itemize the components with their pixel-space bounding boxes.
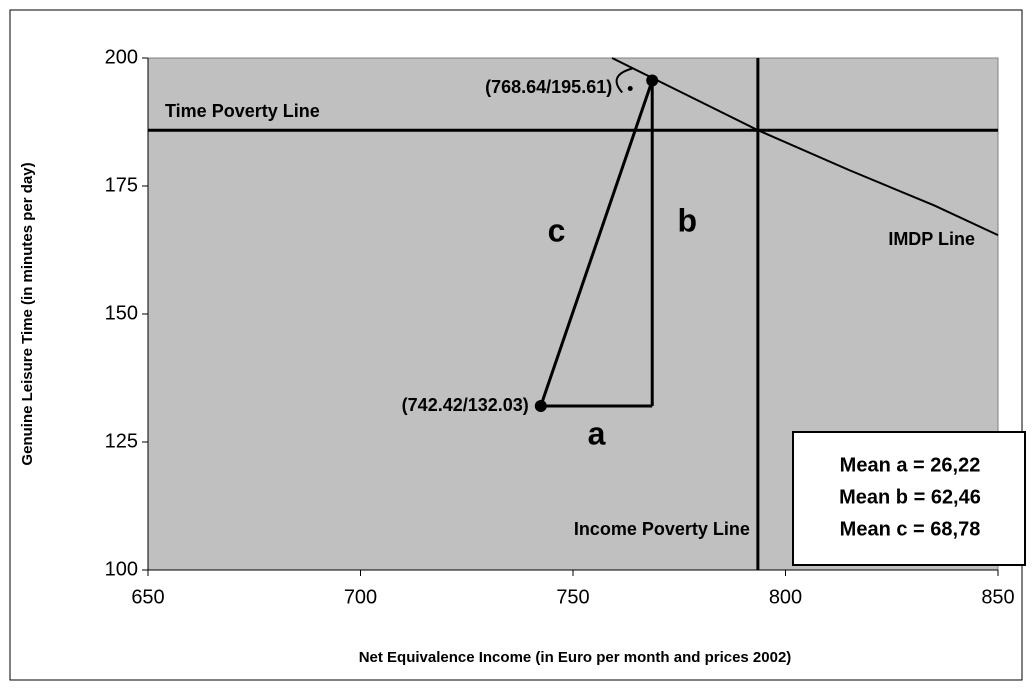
y-tick-label: 200	[105, 46, 138, 68]
side-c	[539, 79, 654, 407]
time-poverty-label: Time Poverty Line	[165, 101, 320, 121]
point-label: (768.64/195.61)	[485, 77, 612, 97]
x-tick-label: 850	[981, 586, 1014, 608]
right-angle-arc	[615, 67, 633, 94]
imdp-line	[611, 57, 999, 237]
x-tick-label: 800	[769, 586, 802, 608]
y-tick-label: 175	[105, 174, 138, 196]
income-poverty-label: Income Poverty Line	[574, 519, 750, 539]
x-tick-label: 650	[131, 586, 164, 608]
right-angle-dot	[627, 85, 633, 91]
y-tick-label: 100	[105, 558, 138, 580]
stats-text: Mean a = 26,22	[840, 454, 981, 476]
label-b: b	[677, 203, 697, 239]
y-tick-label: 150	[105, 302, 138, 324]
y-axis-label: Genuine Leisure Time (in minutes per day…	[19, 162, 36, 465]
imdp-label: IMDP Line	[888, 229, 975, 249]
label-a: a	[588, 415, 606, 451]
point	[534, 400, 547, 413]
x-axis-label: Net Equivalence Income (in Euro per mont…	[359, 649, 792, 666]
y-tick-label: 125	[105, 430, 138, 452]
x-tick-label: 750	[556, 586, 589, 608]
label-c: c	[548, 213, 566, 249]
point	[646, 74, 659, 87]
point-label: (742.42/132.03)	[402, 395, 529, 415]
x-tick-label: 700	[344, 586, 377, 608]
stats-box	[792, 431, 1026, 566]
stats-text: Mean c = 68,78	[840, 518, 981, 540]
stats-text: Mean b = 62,46	[839, 486, 981, 508]
